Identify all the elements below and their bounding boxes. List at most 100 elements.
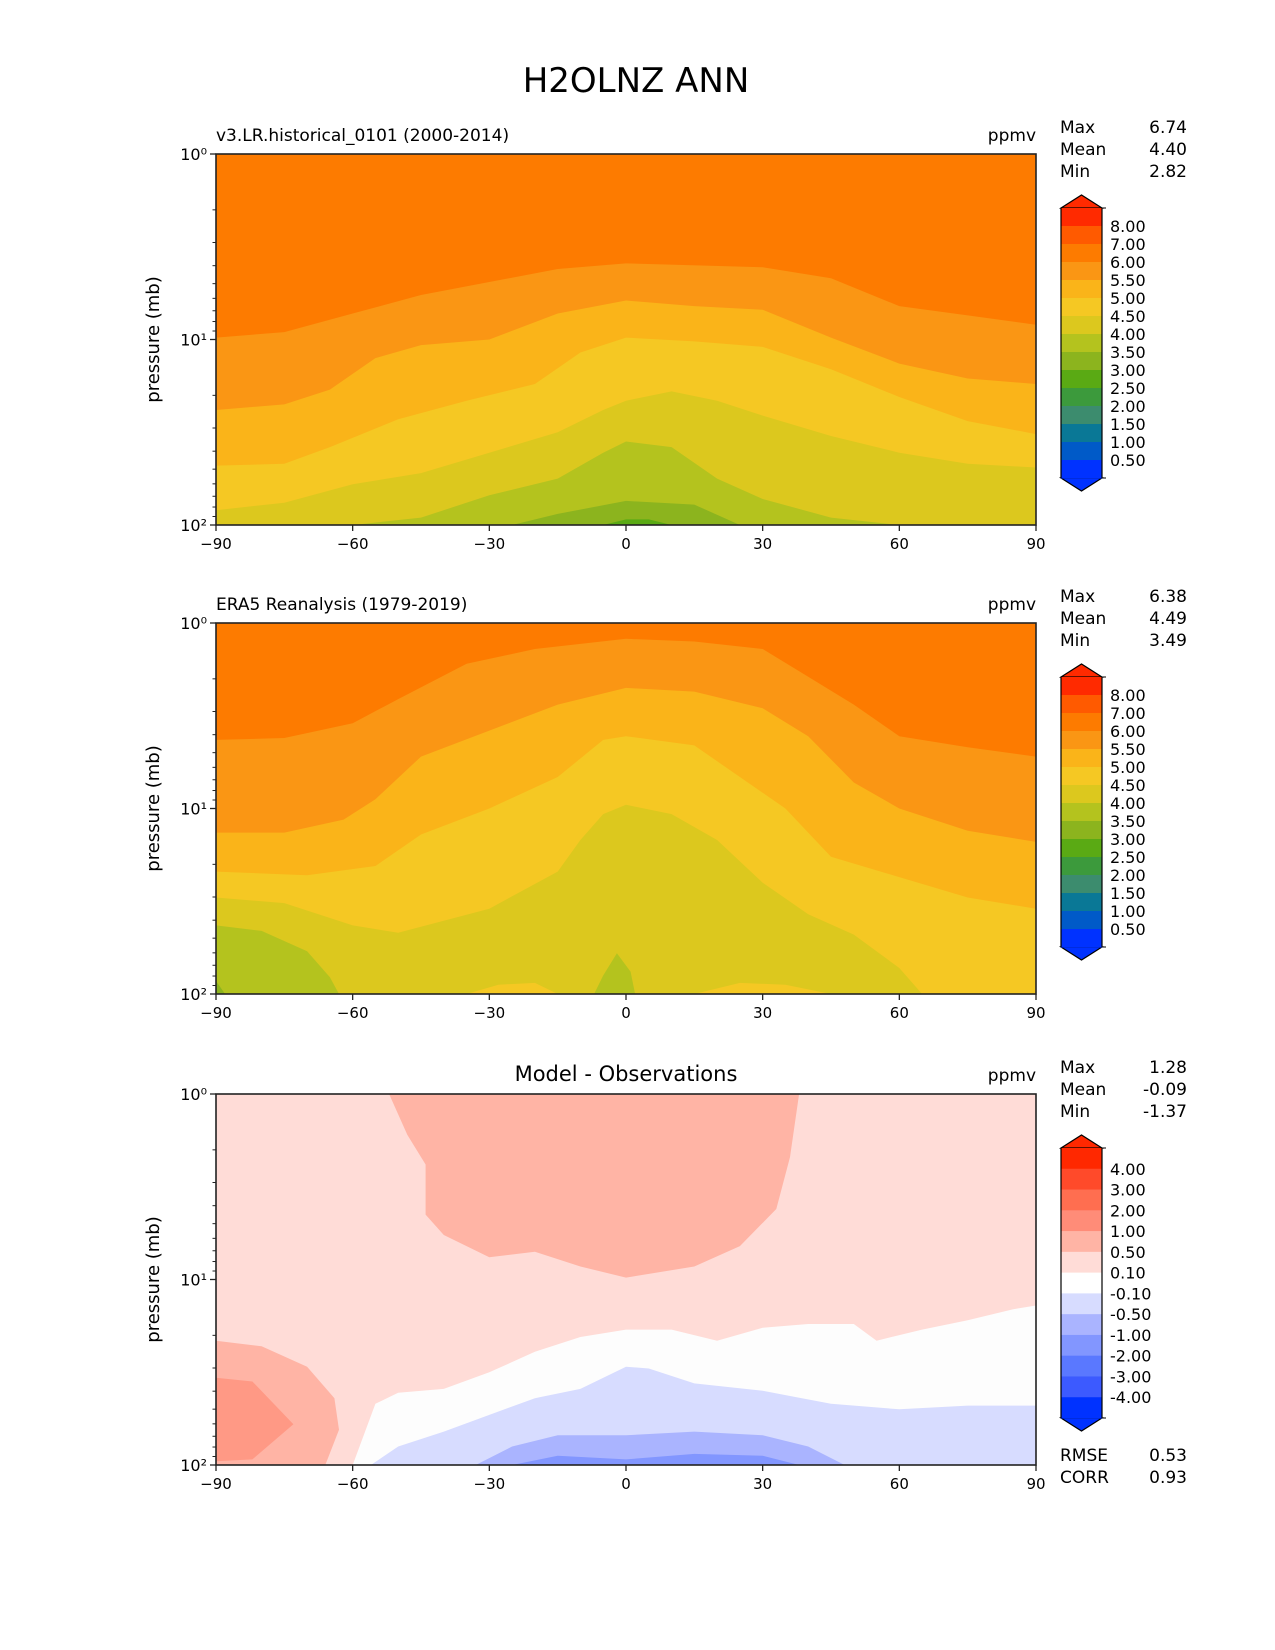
colorbar-segment: [1061, 1272, 1102, 1294]
colorbar-extend-max: [1058, 663, 1105, 678]
colorbar-label: 7.00: [1110, 704, 1146, 723]
stat-value: 0.93: [1149, 1468, 1187, 1488]
panel-3: −90 −60 −30 0 30 60 90 10⁰ 10¹ 10² pressure (mb) Mo…: [143, 1058, 1187, 1493]
y-tick-label: 10⁰: [180, 1085, 207, 1104]
colorbar-segment: [1061, 334, 1102, 353]
colorbar-segment: [1061, 226, 1102, 245]
stat-value: 1.28: [1149, 1058, 1187, 1078]
stat-label: Mean: [1060, 1080, 1106, 1100]
colorbar-label: -0.50: [1110, 1305, 1151, 1324]
colorbar-label: 2.00: [1110, 1201, 1146, 1220]
contour-region: [352, 441, 900, 525]
colorbar-extend-min: [1058, 1417, 1105, 1432]
x-tick-label: −60: [337, 1004, 369, 1022]
units-label: ppmv: [988, 595, 1036, 615]
contour-region: [603, 519, 672, 525]
y-tick-label: 10²: [180, 985, 207, 1004]
colorbar-segment: [1061, 713, 1102, 732]
colorbar-label: 2.50: [1110, 379, 1146, 398]
colorbar-label: 0.50: [1110, 920, 1146, 939]
contour-region: [594, 953, 636, 994]
colorbar-extend-max: [1058, 194, 1105, 209]
colorbar-label: 2.00: [1110, 397, 1146, 416]
stat-value: 6.74: [1149, 118, 1187, 138]
colorbar-segment: [1061, 316, 1102, 335]
x-tick-label: −60: [337, 535, 369, 553]
colorbar-label: -1.00: [1110, 1326, 1151, 1345]
colorbar-label: 6.00: [1110, 722, 1146, 741]
x-tick-label: −60: [337, 1475, 369, 1493]
colorbar-segment: [1061, 767, 1102, 786]
x-tick-label: −90: [200, 1475, 232, 1493]
x-tick-label: 60: [890, 535, 909, 553]
contour-region: [216, 804, 923, 994]
colorbar-segment: [1061, 298, 1102, 317]
colorbar-segment: [1061, 352, 1102, 371]
colorbar-label: 5.50: [1110, 740, 1146, 759]
colorbar-label: 6.00: [1110, 253, 1146, 272]
panel-subtitle: ERA5 Reanalysis (1979-2019): [216, 595, 467, 615]
figure-title: H2OLNZ ANN: [523, 61, 750, 101]
colorbar-label: 2.00: [1110, 866, 1146, 885]
contour-region: [389, 1094, 800, 1278]
colorbar-segment: [1061, 1231, 1102, 1253]
stat-label: Min: [1060, 1102, 1090, 1122]
stat-value: 2.82: [1149, 162, 1187, 182]
x-tick-label: −90: [200, 535, 232, 553]
colorbar-extend-min: [1058, 477, 1105, 492]
colorbar-label: 3.00: [1110, 361, 1146, 380]
colorbar-segment: [1061, 749, 1102, 768]
x-tick-label: 30: [753, 535, 772, 553]
panel-subtitle: v3.LR.historical_0101 (2000-2014): [216, 126, 509, 146]
colorbar-label: 4.50: [1110, 776, 1146, 795]
stat-label: Mean: [1060, 609, 1106, 629]
colorbar-label: 7.00: [1110, 235, 1146, 254]
colorbar-segment: [1061, 821, 1102, 840]
y-axis-label: pressure (mb): [143, 1216, 164, 1342]
colorbar-segment: [1061, 406, 1102, 425]
colorbar-label: 1.00: [1110, 1222, 1146, 1241]
colorbar-label: 1.50: [1110, 884, 1146, 903]
colorbar-label: 3.00: [1110, 1181, 1146, 1200]
x-tick-label: 30: [753, 1004, 772, 1022]
colorbar-label: 4.50: [1110, 307, 1146, 326]
contour-region: [512, 1453, 800, 1465]
panel-title: Model - Observations: [515, 1062, 738, 1086]
colorbar-segment: [1061, 1397, 1102, 1419]
colorbar-segment: [1061, 731, 1102, 750]
colorbar-label: 0.50: [1110, 1243, 1146, 1262]
colorbar-segment: [1061, 1293, 1102, 1315]
colorbar-segment: [1061, 424, 1102, 443]
stat-value: 0.53: [1149, 1446, 1187, 1466]
stat-value: 4.49: [1149, 609, 1187, 629]
colorbar-label: -3.00: [1110, 1367, 1151, 1386]
x-tick-label: −30: [474, 1004, 506, 1022]
stat-value: -1.37: [1143, 1102, 1187, 1122]
units-label: ppmv: [988, 126, 1036, 146]
colorbar-segment: [1061, 262, 1102, 281]
colorbar-label: 4.00: [1110, 325, 1146, 344]
stat-label: Mean: [1060, 140, 1106, 160]
colorbar-segment: [1061, 875, 1102, 894]
colorbar-segment: [1061, 1334, 1102, 1357]
x-tick-label: −30: [474, 535, 506, 553]
contour-region: [216, 925, 339, 994]
colorbar-segment: [1061, 1314, 1102, 1336]
colorbar-segment: [1061, 911, 1102, 930]
stat-label: Min: [1060, 631, 1090, 651]
colorbar-segment: [1061, 839, 1102, 858]
stat-value: 4.40: [1149, 140, 1187, 160]
colorbar-segment: [1061, 1148, 1102, 1170]
y-axis-label: pressure (mb): [143, 745, 164, 871]
y-tick-label: 10²: [180, 516, 207, 535]
colorbar-segment: [1061, 785, 1102, 804]
colorbar-label: 1.00: [1110, 902, 1146, 921]
stat-label: CORR: [1060, 1468, 1109, 1488]
colorbar: 8.007.006.005.505.004.504.003.503.002.50…: [1058, 194, 1146, 492]
colorbar: 8.007.006.005.505.004.504.003.503.002.50…: [1058, 663, 1146, 961]
colorbar-segment: [1061, 893, 1102, 912]
colorbar-label: 5.00: [1110, 289, 1146, 308]
colorbar-label: -4.00: [1110, 1388, 1151, 1407]
x-tick-label: 90: [1026, 1004, 1045, 1022]
